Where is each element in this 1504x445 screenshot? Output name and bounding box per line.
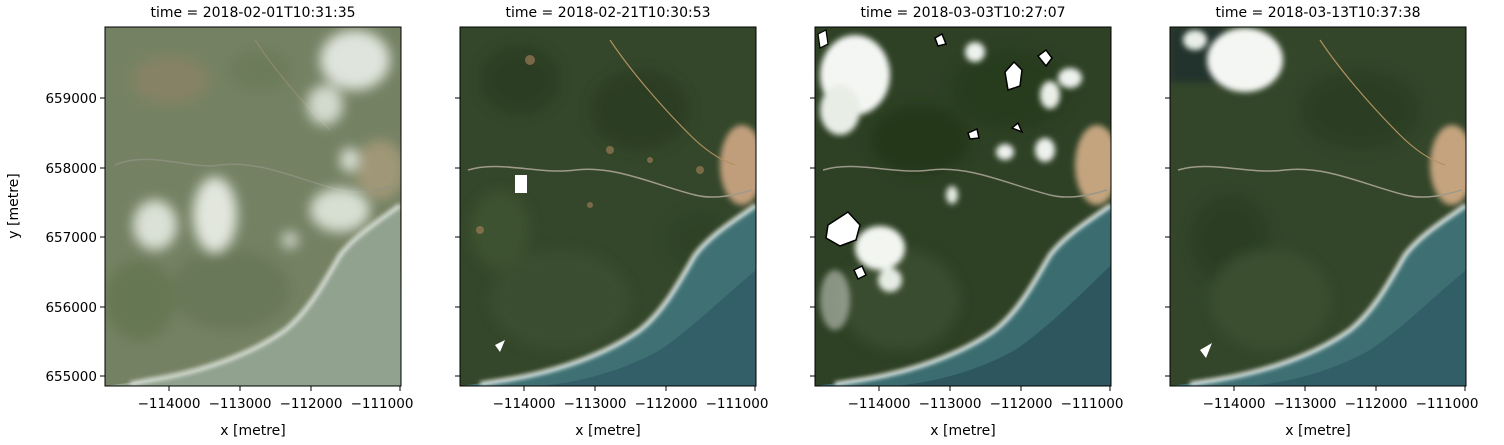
x-axis-label: x [metre]: [220, 423, 285, 439]
y-axis: 659000 658000 657000 656000 655000 y [me…: [6, 91, 105, 385]
panel-1: time = 2018-02-01T10:31:35: [6, 5, 413, 439]
x-tick-label: −113000: [919, 396, 982, 412]
y-axis-ticks: [1165, 97, 1170, 377]
x-tick-label: −112000: [1345, 396, 1408, 412]
y-tick-label: 658000: [45, 161, 97, 177]
panel-title: time = 2018-02-01T10:31:35: [150, 5, 355, 21]
x-axis: −114000 −113000 −112000 −111000 x [metre…: [138, 386, 414, 439]
x-axis-label: x [metre]: [575, 423, 640, 439]
x-axis-label: x [metre]: [1285, 423, 1350, 439]
x-tick-label: −114000: [493, 396, 556, 412]
y-tick-label: 655000: [45, 369, 97, 385]
y-tick-label: 659000: [45, 91, 97, 107]
x-tick-label: −112000: [990, 396, 1053, 412]
x-axis-label: x [metre]: [930, 423, 995, 439]
satellite-image-3: [815, 27, 1111, 386]
panel-3: time = 2018-03-03T10:27:07: [810, 5, 1123, 439]
x-axis: −114000 −113000 −112000 −111000 x [metre…: [493, 386, 769, 439]
x-tick-label: −112000: [280, 396, 343, 412]
x-tick-label: −113000: [564, 396, 627, 412]
x-tick-label: −111000: [351, 396, 414, 412]
x-tick-label: −111000: [1061, 396, 1124, 412]
panel-2: time = 2018-02-21T10:30:53: [455, 5, 768, 439]
x-tick-label: −113000: [209, 396, 272, 412]
panel-4: time = 2018-03-13T10:37:38: [1165, 5, 1478, 439]
y-axis-label: y [metre]: [6, 173, 22, 238]
x-tick-label: −112000: [635, 396, 698, 412]
panel-title: time = 2018-02-21T10:30:53: [505, 5, 710, 21]
y-axis-ticks: [455, 97, 460, 377]
satellite-image-1: [105, 27, 401, 386]
x-axis: −114000 −113000 −112000 −111000 x [metre…: [848, 386, 1124, 439]
x-tick-label: −111000: [1416, 396, 1479, 412]
y-tick-label: 657000: [45, 230, 97, 246]
x-tick-label: −114000: [1203, 396, 1266, 412]
x-tick-label: −114000: [848, 396, 911, 412]
panel-title: time = 2018-03-13T10:37:38: [1215, 5, 1420, 21]
x-tick-label: −113000: [1274, 396, 1337, 412]
x-tick-label: −111000: [706, 396, 769, 412]
x-tick-label: −114000: [138, 396, 201, 412]
y-tick-label: 656000: [45, 300, 97, 316]
y-axis-ticks: [810, 97, 815, 377]
satellite-image-2: [460, 27, 756, 386]
satellite-image-4: [1170, 27, 1466, 386]
panel-title: time = 2018-03-03T10:27:07: [860, 5, 1065, 21]
x-axis: −114000 −113000 −112000 −111000 x [metre…: [1203, 386, 1479, 439]
